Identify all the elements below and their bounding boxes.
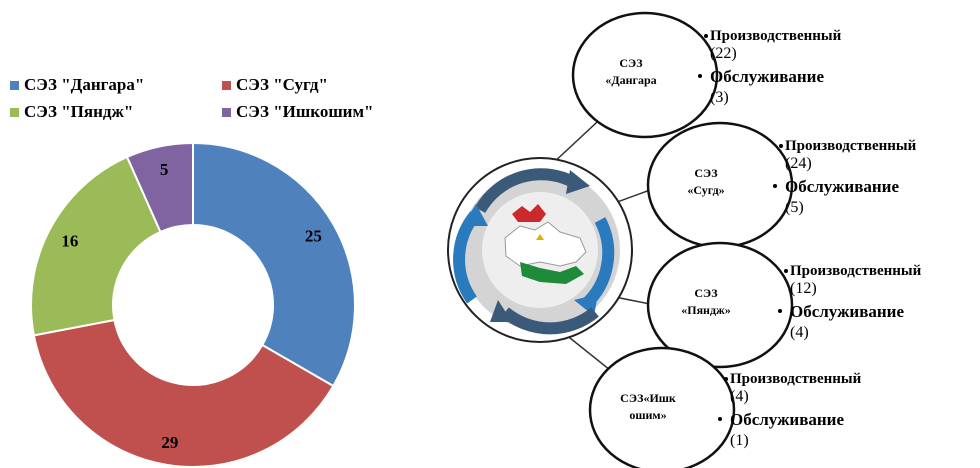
legend-item: СЭЗ "Сугд"	[222, 75, 328, 94]
item-count: (24)	[785, 155, 812, 172]
tajikistan-map-cycle-icon	[447, 157, 633, 343]
node-circle	[588, 346, 736, 468]
bullet-icon	[778, 309, 782, 313]
item-label: Производственный	[730, 371, 862, 387]
bullet-icon	[773, 184, 777, 188]
item-label: Производственный	[785, 138, 917, 154]
item-count: (12)	[790, 280, 817, 297]
node-title: ошим»	[629, 408, 666, 422]
bullet-icon	[718, 417, 722, 421]
legend-swatch	[222, 81, 231, 90]
node-title: СЭЗ	[694, 166, 717, 180]
bullet-icon	[784, 269, 788, 273]
legend-item: СЭЗ "Ишкошим"	[222, 102, 374, 121]
legend-label: СЭЗ "Ишкошим"	[236, 102, 374, 121]
item-label: Обслуживание	[785, 177, 899, 196]
node-circle	[646, 241, 794, 369]
bullet-icon	[698, 74, 702, 78]
node-title: СЭЗ«Ишк	[620, 391, 676, 405]
node-circle	[571, 11, 719, 139]
item-label: Производственный	[710, 28, 842, 44]
diagram-node: СЭЗ «Сугд» Производственный(24) Обслуживани…	[646, 121, 917, 249]
legend-swatch	[222, 108, 231, 117]
legend-item: СЭЗ "Пяндж"	[10, 102, 133, 121]
item-count: (3)	[710, 89, 729, 106]
item-count: (22)	[710, 45, 737, 62]
node-title: «Пяндж»	[681, 303, 731, 317]
item-count: (1)	[730, 432, 749, 449]
donut-slice-4	[125, 141, 194, 234]
node-title: «Сугд»	[687, 183, 724, 197]
diagram-node: СЭЗ «Дангара Производственный(22) Обслужива…	[571, 11, 842, 139]
item-count: (4)	[730, 388, 749, 405]
legend-label: СЭЗ "Пяндж"	[24, 102, 133, 121]
item-count: (4)	[790, 324, 809, 341]
donut-slice-2	[32, 318, 335, 468]
bullet-icon	[724, 377, 728, 381]
donut-data-label: 16	[61, 232, 78, 251]
donut-chart: 25 29 16 5	[30, 141, 356, 468]
legend-item: СЭЗ "Дангара"	[10, 75, 144, 94]
donut-data-label: 5	[160, 160, 169, 179]
donut-data-label: 25	[305, 227, 322, 246]
legend-swatch	[10, 108, 19, 117]
item-label: Обслуживание	[790, 302, 904, 321]
diagram-node: СЭЗ«Ишк ошим» Производственный(4) Обслужива…	[588, 346, 862, 468]
legend-label: СЭЗ "Дангара"	[24, 75, 144, 94]
bullet-icon	[779, 144, 783, 148]
node-title: СЭЗ	[619, 56, 642, 70]
node-title: СЭЗ	[694, 286, 717, 300]
diagram-node: СЭЗ «Пяндж» Производственный(12) Обслуживан…	[646, 241, 922, 369]
item-label: Обслуживание	[710, 67, 824, 86]
legend-swatch	[10, 81, 19, 90]
item-label: Производственный	[790, 263, 922, 279]
diagram-nodes: СЭЗ«ДангараПроизводственный(22)Обслужива…	[571, 11, 922, 468]
item-label: Обслуживание	[730, 410, 844, 429]
donut-slice-1	[192, 141, 356, 388]
chart-legend: СЭЗ "Дангара" СЭЗ "Сугд" СЭЗ "Пяндж" СЭЗ "И…	[10, 75, 374, 121]
legend-label: СЭЗ "Сугд"	[236, 75, 328, 94]
donut-data-label: 29	[161, 433, 178, 452]
item-count: (5)	[785, 199, 804, 216]
bullet-icon	[704, 34, 708, 38]
node-title: «Дангара	[605, 73, 656, 87]
donut-slice-3	[30, 155, 162, 337]
